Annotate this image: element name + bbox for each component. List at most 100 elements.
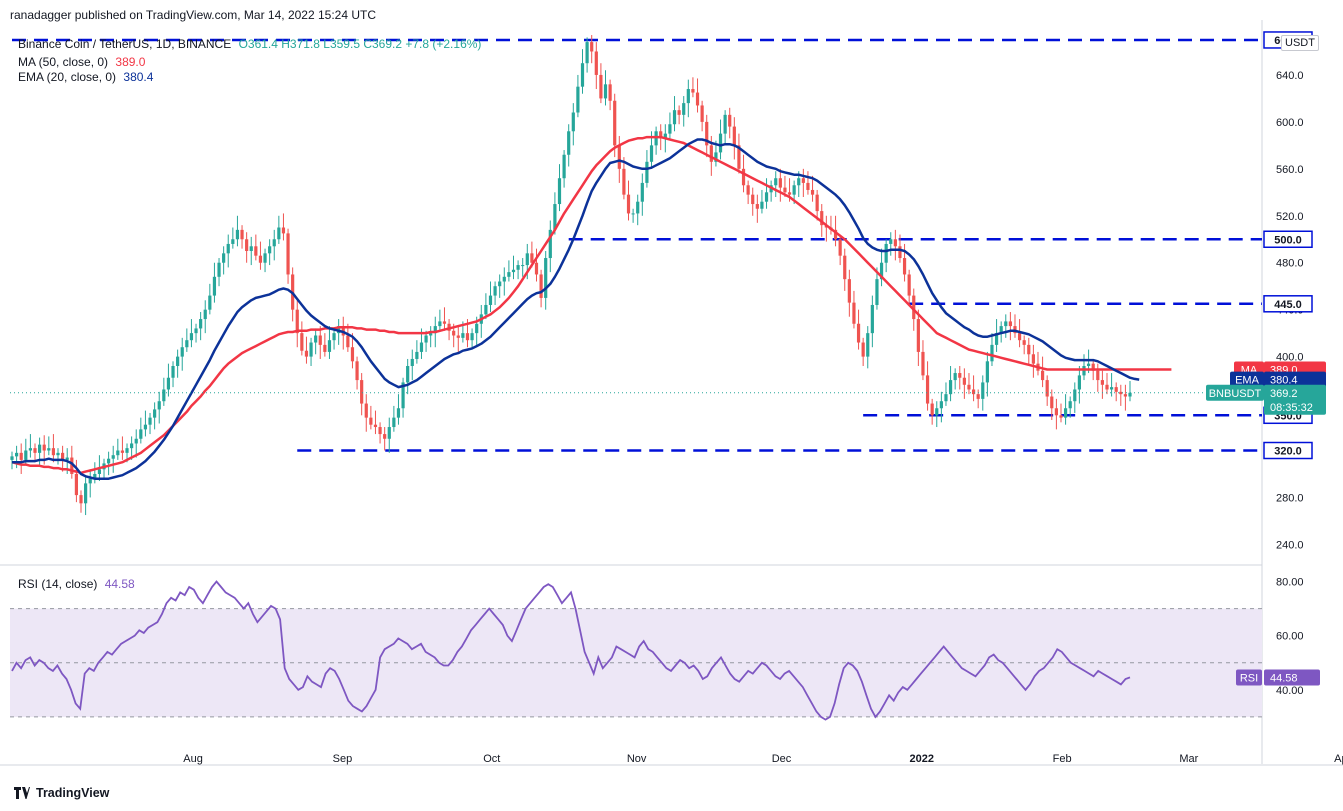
candle-body — [1040, 370, 1045, 381]
candle-body — [617, 145, 621, 169]
candle-body — [277, 227, 281, 240]
rsi-badge-value-bg — [1264, 669, 1320, 686]
candle-body — [1022, 340, 1026, 345]
candle-body — [1114, 387, 1118, 392]
symbol-title: Binance Coin / TetherUS, 1D, BINANCE — [18, 37, 232, 51]
candle-body — [28, 448, 33, 451]
candle-body — [139, 429, 143, 439]
candle-body — [907, 274, 911, 296]
price-tick-label: 520.0 — [1276, 211, 1304, 223]
candle-body — [622, 168, 626, 195]
candle-body — [774, 178, 778, 186]
candle-body — [171, 366, 175, 378]
candle-body — [185, 340, 189, 348]
candle-body — [433, 326, 437, 334]
candle-body — [1045, 380, 1049, 397]
x-tick-label: Oct — [483, 753, 500, 765]
candle-body — [387, 427, 391, 439]
candle-body — [93, 473, 97, 479]
candle-body — [530, 253, 534, 263]
candle-body — [176, 356, 180, 367]
candle-body — [787, 192, 792, 195]
candle-body — [1073, 389, 1077, 402]
level-badge-label: 500.0 — [1274, 234, 1302, 246]
candles — [10, 35, 1132, 516]
price-tick-label: 400.0 — [1276, 352, 1304, 364]
candle-body — [806, 182, 810, 190]
ma50-line — [11, 135, 1172, 475]
candle-body — [456, 335, 460, 338]
badge-name: EMA — [1235, 375, 1260, 387]
candle-body — [65, 457, 69, 460]
tradingview-footer[interactable]: TradingView — [14, 786, 109, 800]
candle-body — [24, 450, 28, 460]
candle-body — [737, 145, 741, 169]
candle-body — [544, 258, 548, 298]
candle-body — [571, 112, 575, 132]
x-tick-label: Sep — [333, 753, 353, 765]
candle-body — [649, 145, 654, 162]
candle-body — [958, 373, 962, 378]
candle-body — [925, 375, 930, 404]
candle-body — [19, 452, 23, 460]
candle-body — [194, 328, 198, 334]
candle-body — [470, 333, 474, 341]
candle-body — [254, 246, 258, 256]
candle-body — [461, 333, 465, 338]
candle-body — [240, 229, 244, 240]
level-badge-label: 445.0 — [1274, 299, 1302, 311]
currency-badge[interactable]: USDT — [1281, 35, 1319, 51]
candle-body — [999, 326, 1003, 334]
candle-body — [1063, 408, 1068, 418]
tradingview-logo-icon — [14, 787, 30, 799]
candle-body — [70, 457, 74, 474]
candle-body — [746, 185, 750, 195]
candle-body — [741, 168, 746, 186]
candle-body — [350, 347, 355, 362]
badge-value: 380.4 — [1270, 375, 1298, 387]
candle-body — [134, 438, 138, 444]
candle-body — [42, 444, 46, 451]
candle-body — [843, 255, 847, 280]
badge-countdown: 08:35:32 — [1270, 402, 1313, 414]
candle-body — [557, 178, 562, 205]
candle-body — [415, 351, 419, 359]
candle-body — [981, 382, 985, 399]
candle-body — [1105, 384, 1109, 390]
candle-body — [107, 458, 111, 464]
candle-body — [663, 133, 667, 139]
candle-body — [852, 302, 856, 324]
candle-body — [166, 377, 171, 390]
candle-body — [553, 204, 557, 230]
candle-body — [364, 403, 368, 418]
candle-body — [1008, 321, 1012, 327]
candle-body — [424, 335, 428, 343]
candle-body — [994, 333, 999, 345]
candle-body — [47, 448, 51, 451]
rsi-badge-name: RSI — [1240, 672, 1258, 684]
candle-body — [935, 408, 939, 416]
candle-body — [148, 417, 152, 425]
candle-body — [921, 351, 925, 376]
candle-body — [866, 333, 870, 357]
candle-body — [521, 265, 525, 267]
candle-body — [1128, 392, 1132, 397]
candle-body — [971, 389, 976, 395]
candle-body — [10, 456, 14, 460]
candle-body — [590, 42, 594, 52]
price-tick-label: 640.0 — [1276, 70, 1304, 82]
candle-body — [1123, 394, 1127, 397]
level-badge-445.0 — [1263, 295, 1313, 313]
badge-tag-BNBUSDT — [1206, 384, 1264, 401]
candle-body — [511, 269, 516, 273]
candle-body — [323, 344, 327, 352]
candle-body — [833, 229, 838, 240]
candle-body — [686, 89, 690, 104]
candle-body — [810, 189, 815, 195]
candle-body — [562, 154, 566, 179]
x-tick-label: Apr — [1334, 753, 1343, 765]
ema-legend: EMA (20, close, 0) 380.4 — [18, 70, 153, 84]
candle-body — [1027, 344, 1031, 355]
candle-body — [916, 319, 920, 352]
